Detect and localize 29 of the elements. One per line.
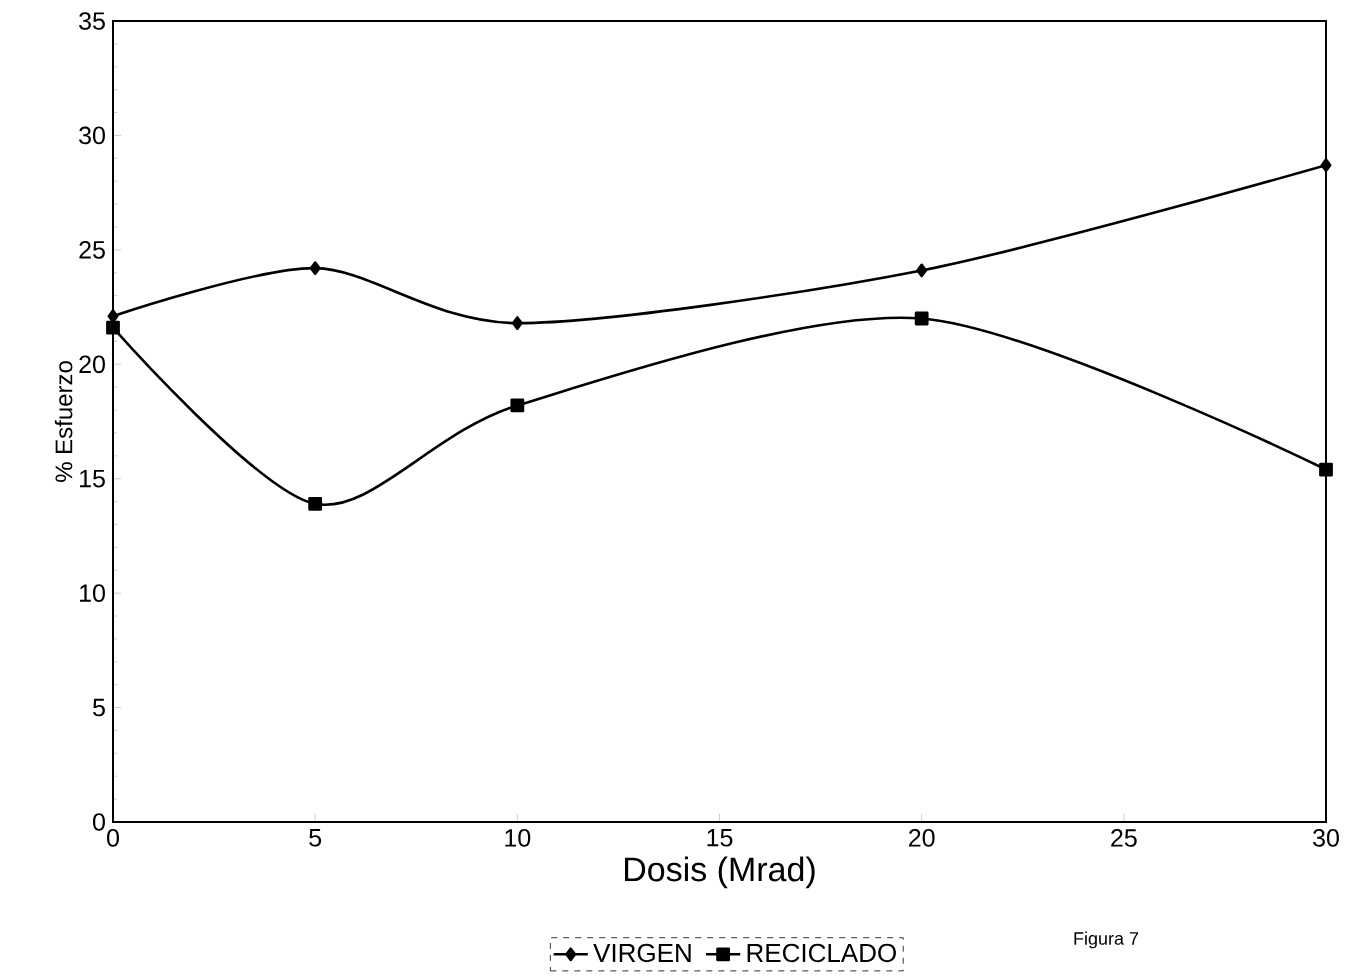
point xyxy=(106,320,120,335)
point xyxy=(308,496,323,511)
point xyxy=(309,261,321,276)
x-tick-label: 20 xyxy=(909,829,935,847)
y-tick-label: 10 xyxy=(80,584,105,602)
point xyxy=(916,263,928,278)
y-tick-label: 25 xyxy=(79,241,105,259)
x-tick-label: 5 xyxy=(309,829,322,847)
y-tick-label: 35 xyxy=(79,12,105,30)
point xyxy=(1319,462,1333,477)
point xyxy=(511,316,523,330)
point xyxy=(914,311,929,326)
y-tick-label: 15 xyxy=(80,469,105,488)
legend-label: RECICLADO xyxy=(747,943,896,963)
point xyxy=(510,398,525,413)
text: Figura 7 xyxy=(1074,931,1139,949)
x-tick-label: 25 xyxy=(1111,829,1137,847)
point xyxy=(1320,158,1332,173)
y-tick-label: 20 xyxy=(79,355,105,374)
y-tick-label: 30 xyxy=(79,126,105,145)
x-tick-label: 10 xyxy=(505,829,531,847)
x-axis-title: Dosis (Mrad) xyxy=(625,856,815,889)
y-tick-label: 5 xyxy=(93,698,105,717)
legend-label: VIRGEN xyxy=(593,943,691,963)
x-tick-label: 30 xyxy=(1313,829,1339,847)
x-tick-label: 0 xyxy=(107,829,119,847)
x-tick-label: 15 xyxy=(707,829,733,847)
y-axis-title: % Esfuerzo xyxy=(54,361,73,482)
y-tick-label: 0 xyxy=(93,813,105,831)
